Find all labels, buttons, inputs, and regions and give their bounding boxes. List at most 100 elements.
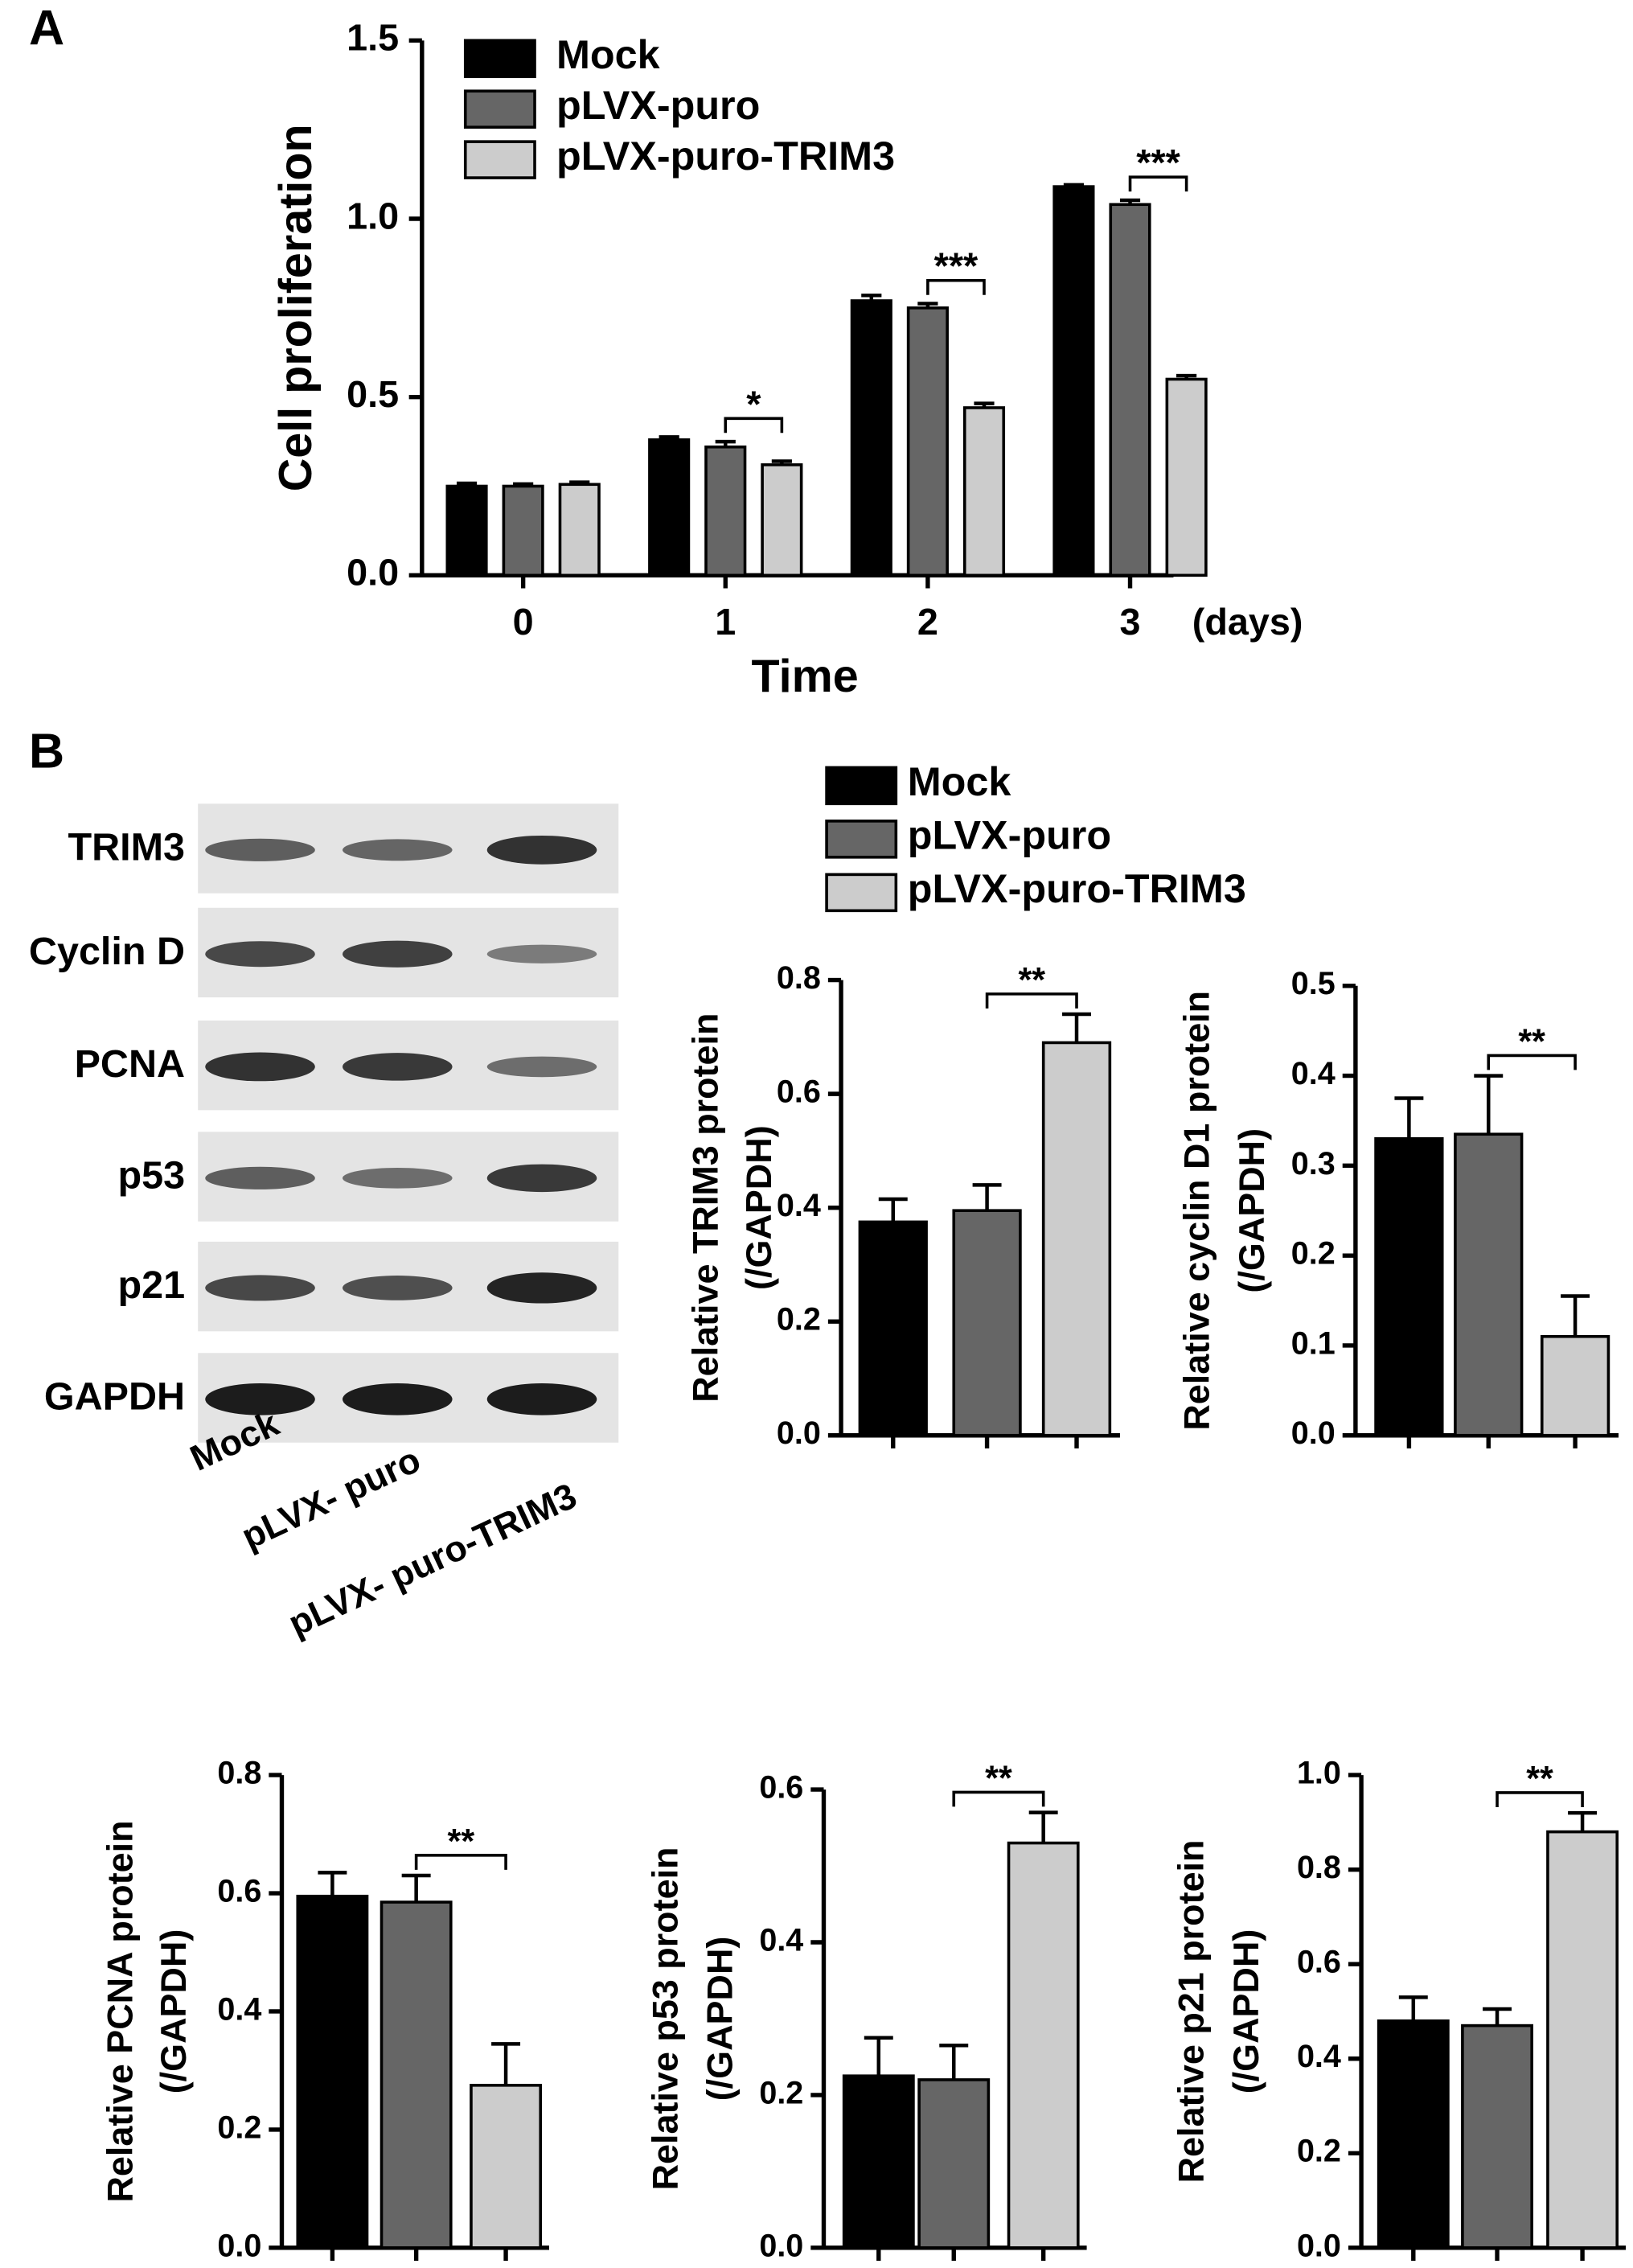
blot-band xyxy=(205,838,315,861)
bar xyxy=(704,445,747,577)
bar xyxy=(761,463,803,577)
legend-swatch xyxy=(463,89,536,129)
y-axis-label: (/GAPDH) xyxy=(738,1125,779,1290)
y-tick-label: 0.6 xyxy=(777,1074,821,1110)
blot-band xyxy=(486,944,597,963)
blot-band xyxy=(342,839,453,861)
significance-bracket xyxy=(1487,1054,1577,1070)
y-axis-label: Cell proliferation xyxy=(270,124,322,491)
error-bar xyxy=(1561,1294,1590,1337)
y-tick-label: 0.8 xyxy=(217,1756,261,1791)
panel-label: A xyxy=(29,1,64,55)
y-tick-label: 0.0 xyxy=(347,552,399,594)
significance-bracket xyxy=(414,1854,507,1870)
bar xyxy=(858,1220,928,1437)
error-bar xyxy=(1474,1074,1504,1135)
error-bar xyxy=(456,481,478,487)
blot-lane-label: pLVX- puro xyxy=(236,1439,427,1557)
error-bar xyxy=(1398,1995,1428,2021)
blot-band xyxy=(205,1166,315,1189)
error-bar xyxy=(861,294,882,301)
x-unit: (days) xyxy=(1192,601,1303,643)
error-bar xyxy=(878,1197,908,1222)
y-tick-label: 0.0 xyxy=(1297,2228,1341,2263)
bar xyxy=(1041,1041,1112,1437)
error-bar xyxy=(318,1871,347,1896)
error-bar xyxy=(864,2036,893,2077)
y-axis-label: (/GAPDH) xyxy=(1231,1128,1272,1293)
legend-label: pLVX-puro-TRIM3 xyxy=(908,865,1246,911)
significance-label: ** xyxy=(1518,1022,1545,1061)
y-tick-label: 0.2 xyxy=(217,2110,261,2145)
bar xyxy=(842,2074,915,2250)
y-tick-label: 0.0 xyxy=(217,2228,261,2263)
bar xyxy=(1546,1830,1619,2250)
legend-label: pLVX-puro xyxy=(556,82,760,128)
y-tick-label: 0.4 xyxy=(1291,1056,1336,1091)
significance-label: ** xyxy=(448,1822,475,1861)
blot-band xyxy=(486,1056,597,1078)
y-tick-label: 0.4 xyxy=(217,1991,261,2027)
error-bar xyxy=(715,439,736,447)
blot-band xyxy=(486,1164,597,1193)
legend-label: pLVX-puro-TRIM3 xyxy=(556,133,895,179)
legend-swatch xyxy=(825,820,898,859)
error-bar xyxy=(1028,1810,1058,1843)
error-bar xyxy=(1176,373,1197,380)
legend-swatch xyxy=(463,39,536,79)
y-tick-label: 0.0 xyxy=(777,1415,821,1451)
significance-label: ** xyxy=(1526,1760,1553,1798)
blot-band xyxy=(205,1275,315,1301)
error-bar xyxy=(1062,1012,1091,1043)
bar xyxy=(502,484,544,577)
bar xyxy=(906,306,949,577)
error-bar xyxy=(491,2042,521,2085)
significance-bracket xyxy=(1128,175,1188,192)
blot-band xyxy=(342,1167,453,1189)
x-tick-label: 0 xyxy=(513,601,534,643)
legend-label: pLVX-puro xyxy=(908,812,1111,858)
significance-label: *** xyxy=(934,245,979,287)
blot-row-label: p53 xyxy=(117,1154,185,1198)
y-tick-label: 0.2 xyxy=(1291,1236,1336,1272)
bar xyxy=(1454,1132,1524,1437)
bar xyxy=(296,1894,369,2250)
y-axis-label: Relative p21 protein xyxy=(1170,1840,1211,2184)
y-axis-label: Relative TRIM3 protein xyxy=(685,1013,726,1403)
bar xyxy=(1540,1334,1610,1437)
error-bar xyxy=(401,1873,431,1903)
y-tick-label: 0.5 xyxy=(1291,966,1336,1001)
x-axis-label: Time xyxy=(752,651,859,702)
y-tick-label: 0.4 xyxy=(759,1922,803,1958)
significance-label: *** xyxy=(1136,142,1180,183)
error-bar xyxy=(974,401,995,408)
error-bar xyxy=(513,482,534,487)
legend-swatch xyxy=(463,140,536,179)
bar xyxy=(1377,2019,1450,2250)
blot-band xyxy=(342,1053,453,1081)
y-tick-label: 0.5 xyxy=(347,373,399,415)
bar xyxy=(1461,2024,1533,2250)
y-tick-label: 0.8 xyxy=(777,960,821,996)
bar xyxy=(1165,377,1208,577)
blot-band xyxy=(205,1383,315,1415)
error-bar xyxy=(1119,198,1141,205)
blot-band xyxy=(205,1052,315,1082)
y-tick-label: 0.3 xyxy=(1291,1146,1336,1181)
bar xyxy=(1052,185,1095,577)
error-bar xyxy=(939,2043,969,2080)
y-axis-label: (/GAPDH) xyxy=(153,1929,194,2094)
blot-row-label: Cyclin D xyxy=(29,930,185,973)
y-axis-label: (/GAPDH) xyxy=(1225,1929,1266,2094)
blot-band xyxy=(205,941,315,968)
bar xyxy=(1109,203,1151,577)
blot-row-label: PCNA xyxy=(75,1042,185,1086)
bar xyxy=(445,484,488,577)
y-tick-label: 0.2 xyxy=(1297,2134,1341,2169)
significance-bracket xyxy=(985,992,1078,1009)
bar xyxy=(952,1209,1022,1437)
error-bar xyxy=(1394,1096,1424,1139)
significance-label: ** xyxy=(1019,961,1046,1000)
